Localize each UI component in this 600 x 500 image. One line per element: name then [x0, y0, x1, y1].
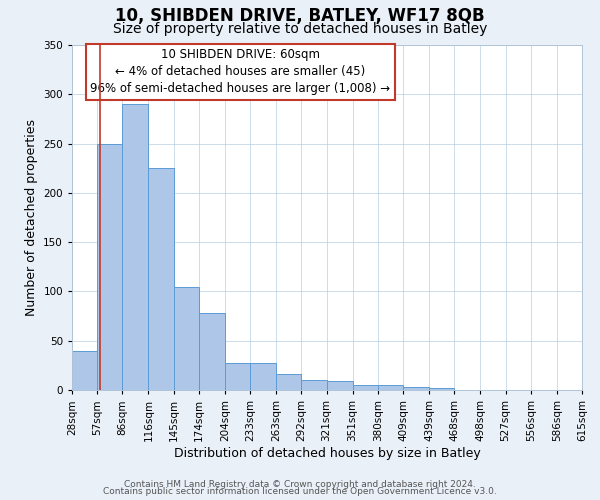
Bar — [301, 380, 326, 390]
Text: Contains public sector information licensed under the Open Government Licence v3: Contains public sector information licen… — [103, 487, 497, 496]
Bar — [173, 288, 199, 390]
Bar — [403, 387, 429, 390]
Bar — [276, 374, 301, 390]
Bar — [326, 381, 353, 390]
Bar — [250, 364, 276, 390]
Bar — [378, 385, 403, 390]
Bar — [97, 144, 122, 390]
Text: Size of property relative to detached houses in Batley: Size of property relative to detached ho… — [113, 22, 487, 36]
Bar — [225, 364, 250, 390]
Y-axis label: Number of detached properties: Number of detached properties — [25, 119, 38, 316]
Bar — [122, 104, 148, 390]
Bar — [353, 385, 378, 390]
Bar — [199, 313, 225, 390]
Text: 10 SHIBDEN DRIVE: 60sqm
← 4% of detached houses are smaller (45)
96% of semi-det: 10 SHIBDEN DRIVE: 60sqm ← 4% of detached… — [90, 48, 391, 96]
Bar — [72, 350, 97, 390]
Text: 10, SHIBDEN DRIVE, BATLEY, WF17 8QB: 10, SHIBDEN DRIVE, BATLEY, WF17 8QB — [115, 8, 485, 26]
Text: Contains HM Land Registry data © Crown copyright and database right 2024.: Contains HM Land Registry data © Crown c… — [124, 480, 476, 489]
Bar — [148, 168, 173, 390]
Bar — [429, 388, 454, 390]
X-axis label: Distribution of detached houses by size in Batley: Distribution of detached houses by size … — [173, 446, 481, 460]
